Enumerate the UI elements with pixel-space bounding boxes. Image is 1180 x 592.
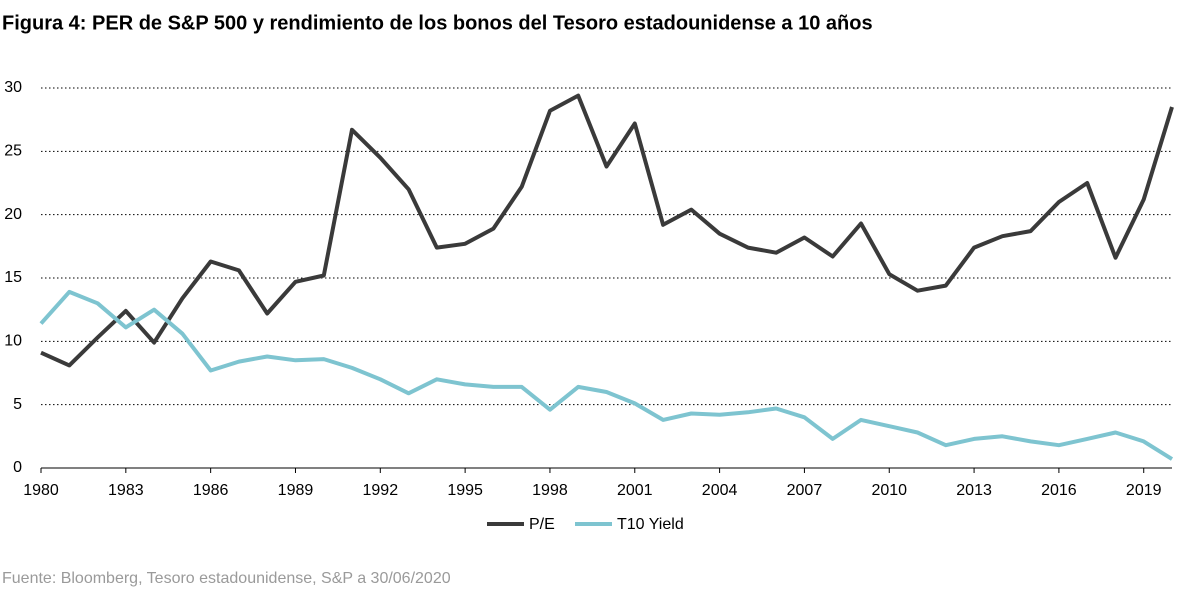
y-tick-label: 20 [4, 206, 22, 223]
x-tick-label: 1980 [23, 482, 59, 499]
x-tick-label: 2001 [617, 482, 653, 499]
source-note: Fuente: Bloomberg, Tesoro estadounidense… [2, 570, 451, 587]
legend-label: T10 Yield [617, 516, 684, 533]
y-tick-label: 15 [4, 269, 22, 286]
chart-title: Figura 4: PER de S&P 500 y rendimiento d… [2, 12, 873, 34]
series-line [39, 289, 1174, 461]
x-tick-label: 2010 [871, 482, 907, 499]
x-tick-label: 2016 [1041, 482, 1077, 499]
x-tick-label: 1983 [108, 482, 144, 499]
y-tick-label: 0 [13, 459, 22, 476]
y-tick-label: 25 [4, 143, 22, 160]
x-tick-label: 2007 [787, 482, 823, 499]
x-tick-label: 2013 [956, 482, 992, 499]
x-tick-label: 1989 [278, 482, 314, 499]
x-tick-label: 1998 [532, 482, 568, 499]
series-line [40, 93, 1174, 368]
x-tick-label: 2019 [1126, 482, 1162, 499]
x-tick-label: 1986 [193, 482, 229, 499]
y-tick-label: 10 [4, 333, 22, 350]
x-tick-label: 1992 [363, 482, 399, 499]
x-tick-label: 2004 [702, 482, 738, 499]
x-tick-label: 1995 [447, 482, 483, 499]
y-tick-label: 30 [4, 79, 22, 96]
legend-label: P/E [529, 516, 555, 533]
y-tick-label: 5 [13, 396, 22, 413]
